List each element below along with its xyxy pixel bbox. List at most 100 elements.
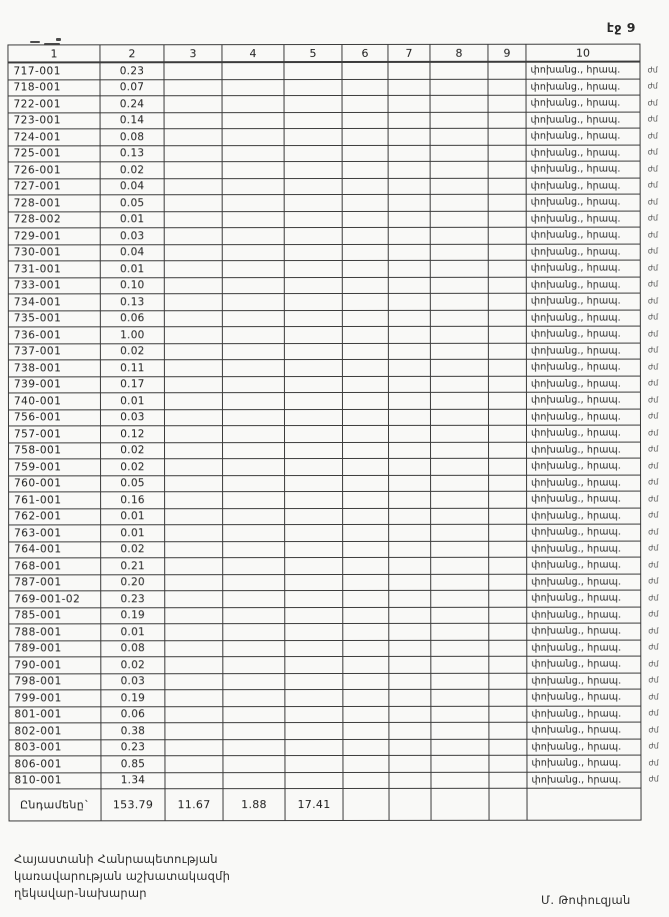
cell-code: 723-001 xyxy=(8,112,101,129)
cell-empty xyxy=(388,128,431,145)
totals-value: 153.79 xyxy=(100,788,166,821)
cell-empty xyxy=(488,788,528,821)
cell-empty xyxy=(164,178,223,195)
cell-value: 0.23 xyxy=(100,739,165,756)
cell-note: փոխանց., հրապ. xyxy=(526,623,641,640)
cell-code: 798-001 xyxy=(8,673,101,690)
cell-empty xyxy=(430,276,489,294)
cell-annotation: ժմ xyxy=(648,774,659,784)
cell-empty xyxy=(388,243,431,261)
cell-empty xyxy=(488,128,527,145)
cell-empty xyxy=(388,507,431,525)
cell-empty xyxy=(488,210,527,228)
cell-empty xyxy=(388,689,431,706)
cell-empty xyxy=(164,557,223,575)
cell-empty xyxy=(388,78,431,96)
cell-empty xyxy=(342,111,389,129)
cell-empty xyxy=(430,111,489,129)
cell-note: փոխանց., հրապ. xyxy=(526,342,641,360)
cell-empty xyxy=(388,722,431,739)
cell-empty xyxy=(284,590,343,608)
cell-empty xyxy=(164,607,223,624)
cell-empty xyxy=(342,375,389,393)
cell-empty xyxy=(342,95,389,112)
cell-empty xyxy=(430,755,489,772)
cell-empty xyxy=(222,359,285,377)
cell-empty xyxy=(164,491,223,509)
cell-code: 756-001 xyxy=(8,409,101,426)
cell-annotation: ժմ xyxy=(647,147,658,157)
cell-empty xyxy=(388,375,431,393)
cell-empty xyxy=(388,326,431,343)
cell-empty xyxy=(488,359,527,376)
cell-empty xyxy=(430,507,489,525)
cell-annotation: ժմ xyxy=(647,180,659,190)
cell-empty xyxy=(222,656,285,674)
cell-empty xyxy=(388,524,431,541)
cell-note: փոխանց., հրապ. xyxy=(526,425,641,442)
table-row: 759-001 0.02 փոխանց., հրապ. ժմ xyxy=(8,458,667,476)
cell-empty xyxy=(488,276,527,294)
cell-empty xyxy=(430,458,489,475)
cell-empty xyxy=(430,243,489,261)
cell-annotation: ժմ xyxy=(648,477,659,487)
cell-empty xyxy=(342,540,389,558)
cell-empty xyxy=(164,227,223,245)
table-row: 734-001 0.13 փոխանց., հրապ. ժմ xyxy=(8,293,666,311)
cell-note: փոխանց., հրապ. xyxy=(526,375,641,393)
cell-code: 728-001 xyxy=(8,194,101,212)
cell-empty xyxy=(222,755,285,773)
cell-empty xyxy=(488,491,527,508)
scan-artifact xyxy=(44,43,60,45)
cell-empty xyxy=(284,95,343,113)
cell-note: փոխանց., հրապ. xyxy=(526,590,641,607)
cell-empty xyxy=(164,359,223,377)
cell-empty xyxy=(284,474,343,492)
cell-empty xyxy=(284,738,343,756)
cell-empty xyxy=(222,260,285,278)
cell-code: 729-001 xyxy=(8,227,101,245)
cell-note: փոխանց., հրապ. xyxy=(526,111,641,129)
cell-value: 0.17 xyxy=(100,376,165,393)
cell-empty xyxy=(164,310,223,327)
table-row: 756-001 0.03 փոխանց., հրապ. ժմ xyxy=(8,408,666,426)
cell-code: 760-001 xyxy=(8,475,101,492)
cell-empty xyxy=(488,656,527,673)
table-row: 736-001 1.00 փոխանց., հրապ. ժմ xyxy=(8,326,666,344)
cell-code: 757-001 xyxy=(8,425,101,443)
cell-empty xyxy=(342,441,389,459)
column-header: 8 xyxy=(429,44,488,62)
cell-empty xyxy=(284,177,343,195)
cell-empty xyxy=(388,408,431,426)
table-row: 724-001 0.08 փոխանց., հրապ. ժմ xyxy=(8,128,666,146)
cell-empty xyxy=(222,95,285,113)
cell-empty xyxy=(284,639,343,657)
cell-empty xyxy=(488,227,527,244)
cell-annotation: ժմ xyxy=(648,543,659,553)
cell-empty xyxy=(284,623,343,641)
cell-empty xyxy=(283,61,343,80)
cell-annotation: ժմ xyxy=(647,378,659,388)
column-header: 10 xyxy=(525,44,640,62)
cell-empty xyxy=(430,177,489,195)
column-header: 3 xyxy=(163,44,222,63)
cell-empty xyxy=(164,244,223,261)
cell-empty xyxy=(488,639,527,657)
cell-value: 0.04 xyxy=(100,244,165,261)
cell-empty xyxy=(222,326,285,344)
cell-empty xyxy=(342,788,390,821)
cell-empty xyxy=(430,326,489,343)
table-row: 787-001 0.20 փոխանց., հրապ. ժմ xyxy=(8,573,667,591)
cell-value: 0.01 xyxy=(100,211,165,228)
cell-value: 1.34 xyxy=(100,772,165,789)
cell-empty xyxy=(430,161,489,178)
cell-empty xyxy=(430,705,489,723)
cell-annotation: ժմ xyxy=(648,725,659,735)
cell-annotation xyxy=(641,788,667,820)
cell-empty xyxy=(284,309,343,327)
cell-empty xyxy=(430,722,489,739)
cell-empty xyxy=(284,210,343,228)
cell-empty xyxy=(488,260,527,277)
table-row: 806-001 0.85 փոխանց., հրապ. ժմ xyxy=(8,755,667,773)
cell-value: 0.02 xyxy=(100,541,165,558)
